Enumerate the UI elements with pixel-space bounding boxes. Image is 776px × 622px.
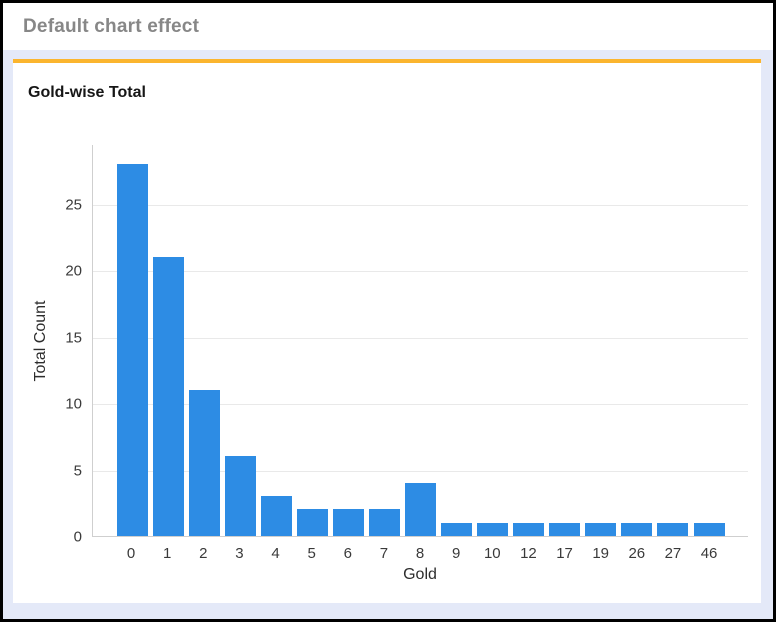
x-tick-label: 4 <box>271 545 280 562</box>
y-tick-label: 0 <box>73 528 82 546</box>
bar[interactable] <box>368 509 400 536</box>
bar-slot <box>294 145 330 536</box>
bar-slot <box>330 145 366 536</box>
bar-slot <box>114 145 150 536</box>
bar-slot <box>583 145 619 536</box>
bar-slot <box>547 145 583 536</box>
bar-slot <box>511 145 547 536</box>
bar[interactable] <box>296 509 328 536</box>
x-tick-label: 8 <box>415 545 425 562</box>
bar[interactable] <box>224 456 256 536</box>
y-tick-labels: 0 5 10 15 20 25 <box>13 145 82 545</box>
bar[interactable] <box>260 496 292 536</box>
bar[interactable] <box>657 523 689 536</box>
y-tick-label: 20 <box>65 262 82 280</box>
y-tick-label: 15 <box>65 329 82 347</box>
x-tick-label: 19 <box>592 545 610 562</box>
plot-area <box>92 145 748 537</box>
bar[interactable] <box>441 523 473 536</box>
x-tick-label: 46 <box>700 545 718 562</box>
x-tick-label: 17 <box>556 545 573 562</box>
chart-title: Gold-wise Total <box>28 84 146 101</box>
bar[interactable] <box>621 523 653 536</box>
x-tick-label: 0 <box>126 545 136 562</box>
bar[interactable] <box>405 483 437 536</box>
x-tick-label: 6 <box>343 545 352 562</box>
bar[interactable] <box>585 523 617 536</box>
page-header: Default chart effect <box>3 3 773 50</box>
bar-slot <box>475 145 511 536</box>
x-tick-label: 2 <box>199 545 208 562</box>
x-tick-label: 1 <box>163 545 172 562</box>
y-tick-label: 10 <box>65 395 82 413</box>
x-tick-label: 10 <box>483 545 501 562</box>
x-tick-label: 12 <box>520 545 537 562</box>
bar-slot <box>655 145 691 536</box>
bar[interactable] <box>188 390 220 536</box>
bar-slot <box>439 145 475 536</box>
bar[interactable] <box>332 509 364 536</box>
bar-slot <box>150 145 186 536</box>
gridline <box>93 271 748 272</box>
x-tick-label: 26 <box>628 545 646 562</box>
bars-container <box>93 145 748 536</box>
bar-slot <box>403 145 439 536</box>
y-tick-label: 25 <box>65 196 82 214</box>
page-title: Default chart effect <box>23 15 200 37</box>
x-tick-label: 3 <box>235 545 244 562</box>
bar[interactable] <box>513 523 545 536</box>
bar-slot <box>258 145 294 536</box>
bar[interactable] <box>152 257 184 536</box>
gridline <box>93 404 748 405</box>
x-tick-label: 7 <box>379 545 389 562</box>
bar[interactable] <box>477 523 509 536</box>
bar-slot <box>222 145 258 536</box>
gridline <box>93 471 748 472</box>
bar-slot <box>691 145 727 536</box>
x-axis-title: Gold <box>403 566 437 583</box>
bar-slot <box>366 145 402 536</box>
card-accent-line <box>13 59 761 63</box>
x-tick-label: 27 <box>664 545 682 562</box>
y-tick-label: 5 <box>73 462 82 480</box>
x-tick-label: 5 <box>307 545 316 562</box>
chart-card: Gold-wise Total Total Count 0 5 10 15 20 25 0… <box>13 59 761 603</box>
x-tick-label: 9 <box>452 545 461 562</box>
bar[interactable] <box>549 523 581 536</box>
bar[interactable] <box>116 164 148 536</box>
gridline <box>93 338 748 339</box>
x-tick-labels: 0 1 2 3 4 5 6 7 8 9 10 12 17 19 26 27 46 <box>92 545 748 562</box>
bar-slot <box>186 145 222 536</box>
bar[interactable] <box>693 523 725 536</box>
gridline <box>93 205 748 206</box>
bar-slot <box>619 145 655 536</box>
